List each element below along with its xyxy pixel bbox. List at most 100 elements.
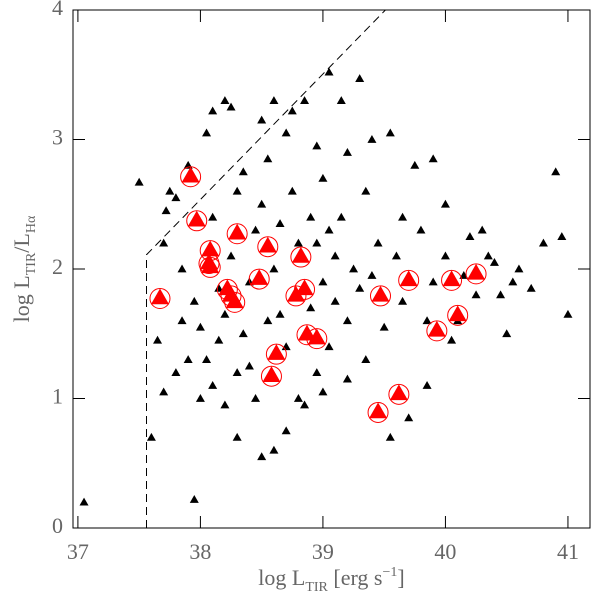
point [324,342,334,351]
point-triangle [300,400,310,409]
point [232,432,242,441]
point-triangle [297,324,316,341]
highlight-point [265,343,287,365]
point-triangle [187,210,206,227]
point-triangle [324,67,334,76]
point [214,283,224,292]
highlight-point [149,287,171,309]
point-triangle [195,394,205,402]
highlight-point [447,304,469,326]
point [202,355,212,364]
x-tick-label: 37 [67,539,89,564]
point-triangle [330,296,340,305]
highlight-point [426,320,448,342]
y-axis-label-part: Hα [24,215,39,233]
point-triangle [361,186,371,195]
point-triangle [293,238,303,247]
point-triangle [563,309,573,318]
point-triangle [202,355,212,364]
point [477,225,487,234]
y-axis-label-part: /L [9,233,34,253]
highlight-point [367,401,389,423]
y-tick-label: 4 [52,0,63,20]
point [257,115,267,124]
point [195,322,205,331]
point [300,96,310,105]
point-triangle [258,236,277,253]
y-axis-label-part: log L [9,275,34,322]
highlight-point [226,223,248,245]
highlight-point [220,285,242,307]
point-triangle [551,167,561,176]
point [422,381,432,389]
point-triangle [428,154,438,163]
point [275,219,285,228]
point [232,368,242,376]
point [263,316,273,325]
point-triangle [448,305,467,322]
point-ring [290,246,312,268]
x-tick-label: 40 [434,539,456,564]
point-triangle [336,212,346,221]
point-triangle [391,251,401,260]
point-triangle [275,219,285,228]
point [177,316,187,325]
x-axis-label-part: ] [397,565,404,590]
point-triangle [287,186,297,195]
highlight-point [257,236,279,258]
point-triangle [355,74,365,83]
point-triangle [422,381,432,389]
point [483,251,493,260]
point-triangle [195,322,205,331]
point-triangle [263,316,273,325]
point-triangle [208,212,218,221]
point-triangle [514,264,524,273]
point-triangle [79,497,89,506]
point-triangle [222,285,241,302]
point [208,106,218,115]
point-triangle [208,106,218,115]
point [551,167,561,176]
point-triangle [269,445,279,454]
point-triangle [269,264,279,273]
point-triangle [324,342,334,351]
point-triangle [467,263,486,280]
point-triangle [281,426,291,435]
highlight-point [398,269,420,291]
point-triangle [165,186,175,195]
point [238,167,248,176]
point-triangle [447,335,457,344]
point [220,309,230,318]
point-triangle [238,167,248,176]
point-triangle [371,285,390,302]
point-triangle [208,381,218,389]
point-triangle [153,335,163,344]
point [251,394,261,402]
point [159,387,169,396]
point-triangle [410,160,420,169]
point-triangle [300,96,310,105]
point [379,322,389,331]
point [189,296,199,305]
point-triangle [398,212,408,221]
point [398,212,408,221]
point [342,147,352,156]
point-triangle [262,366,281,382]
point-triangle [318,173,328,182]
point-triangle [379,322,389,331]
point [220,96,230,105]
point [183,355,193,364]
point [496,290,506,299]
point [287,186,297,195]
point [183,160,193,169]
point-triangle [389,384,408,401]
point [330,251,340,260]
point [318,387,328,396]
y-axis-label: log LTIR/LHα [9,215,39,322]
point [440,251,450,260]
point-triangle [440,199,450,208]
point-triangle [404,413,414,422]
point [465,232,475,240]
point [202,128,212,137]
y-axis-label-part: TIR [24,252,39,275]
